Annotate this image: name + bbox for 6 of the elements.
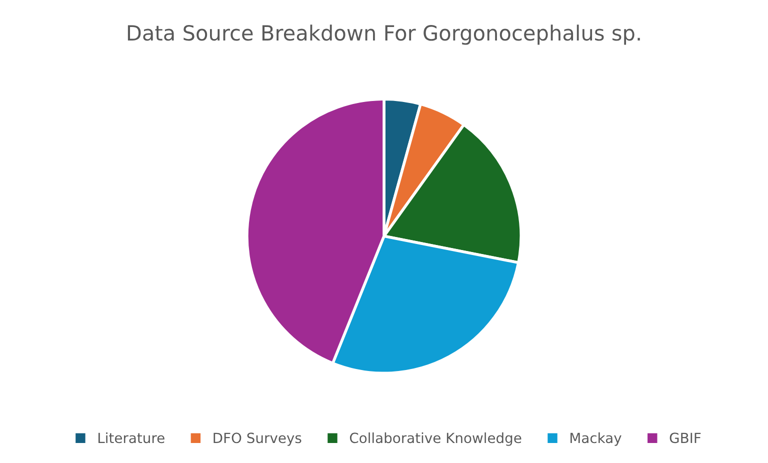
legend-label: GBIF	[670, 432, 701, 444]
legend-label: Collaborative Knowledge	[350, 432, 522, 446]
chart-title: Data Source Breakdown For Gorgonocephalus sp.	[128, 24, 640, 45]
legend-label: DFO Surveys	[214, 432, 302, 446]
legend-label: Literature	[98, 432, 164, 444]
legend-label: Mackay	[570, 432, 622, 446]
